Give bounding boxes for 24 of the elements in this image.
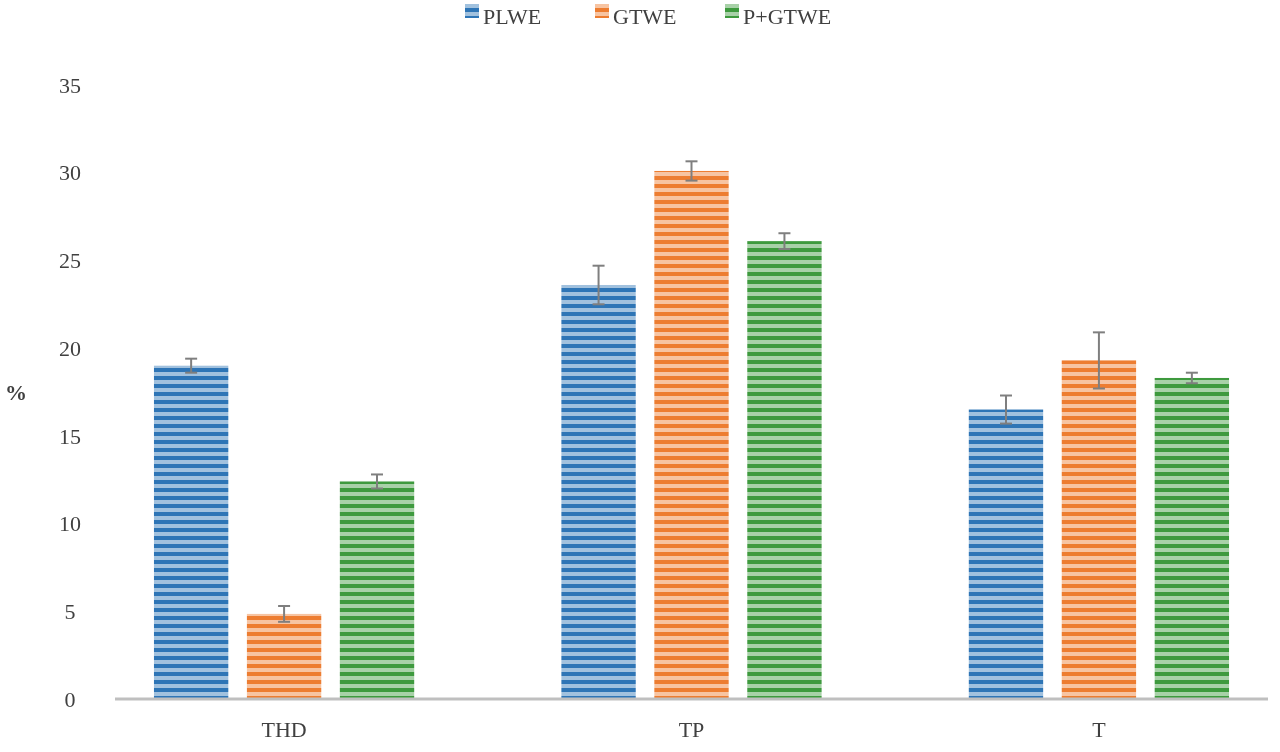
legend-label: PLWE [483,3,542,29]
y-tick-label: 0 [64,686,76,712]
bar [654,170,729,699]
bar [246,613,322,699]
bar [561,284,636,699]
x-tick-label: T [1092,717,1107,742]
bar [968,409,1044,699]
x-tick-label: TP [678,717,705,742]
y-tick-label: 35 [59,72,81,98]
bar [747,241,822,699]
y-tick-label: 20 [59,335,81,361]
legend-label: GTWE [613,3,677,29]
bar [1061,360,1137,699]
y-tick-label: 15 [59,423,81,449]
bar [1154,377,1230,699]
bar [153,365,229,699]
legend-label: P+GTWE [743,3,832,29]
y-tick-label: 25 [59,248,81,274]
x-tick-label: THD [261,717,307,742]
y-tick-label: 10 [59,511,81,537]
y-axis-title: % [5,380,27,405]
bar [339,481,415,699]
y-tick-label: 30 [59,160,81,186]
y-tick-label: 5 [64,598,76,624]
